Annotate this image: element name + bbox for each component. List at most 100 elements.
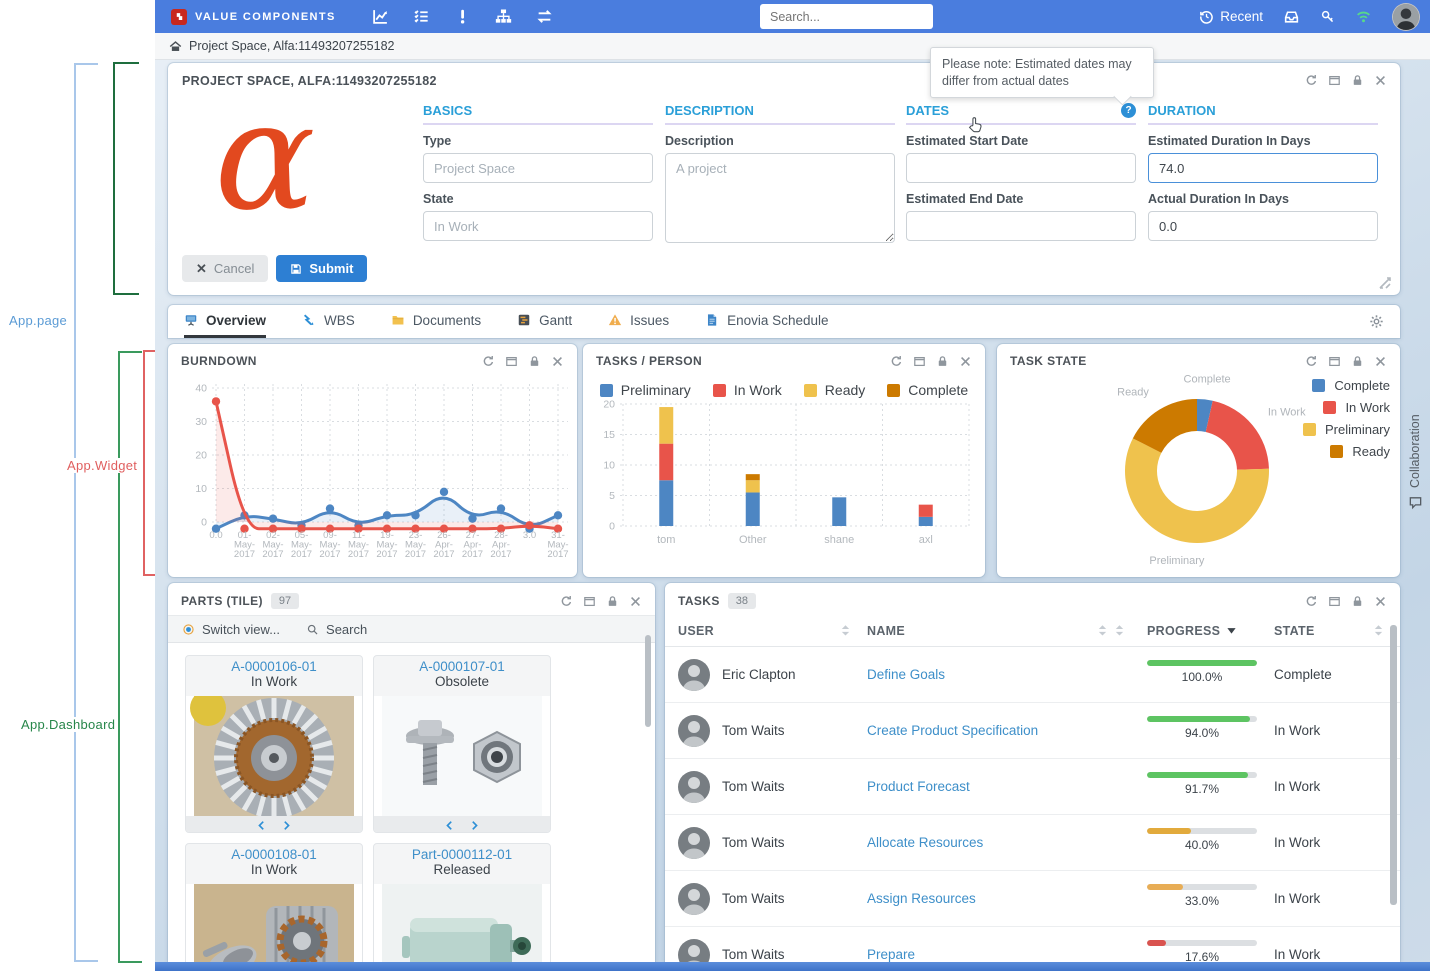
inbox-tray-icon[interactable] [1283,8,1300,25]
burndown-point[interactable] [553,524,563,533]
burndown-point[interactable] [411,524,420,533]
cancel-button[interactable]: ✕ Cancel [182,255,269,282]
close-icon[interactable] [1374,355,1387,368]
burndown-point[interactable] [439,524,449,533]
part-tile[interactable]: A-0000106-01 In Work [185,655,363,833]
lock-icon[interactable] [606,595,619,608]
next-part-icon[interactable] [469,820,480,831]
collaboration-tab[interactable]: Collaboration [1404,390,1426,510]
maximize-icon[interactable] [913,355,926,368]
sort-icon[interactable] [840,624,851,637]
tab-overview[interactable]: Overview [184,305,267,338]
est-start-field[interactable] [906,153,1136,183]
breadcrumb[interactable]: Project Space, Alfa:11493207255182 [155,33,1430,60]
refresh-icon[interactable] [1305,355,1318,368]
act-duration-field[interactable] [1148,211,1378,241]
prev-part-icon[interactable] [256,820,267,831]
task-name-link[interactable]: Prepare [867,947,916,962]
burndown-point[interactable] [297,524,306,533]
lock-icon[interactable] [1351,74,1364,87]
remaining-point[interactable] [211,524,221,533]
part-id-link[interactable]: A-0000108-01 [231,847,317,862]
refresh-icon[interactable] [1305,74,1318,87]
close-icon[interactable] [1374,74,1387,87]
tab-wbs[interactable]: WBS [302,305,355,338]
task-row[interactable]: Tom Waits Assign Resources 33.0% In Work [665,871,1400,927]
maximize-icon[interactable] [1328,595,1341,608]
donut-slice-preliminary[interactable] [1125,438,1269,543]
tab-issues[interactable]: Issues [608,305,669,338]
home-icon[interactable] [169,40,182,53]
resize-handle-icon[interactable] [1378,276,1392,290]
part-tile[interactable]: A-0000108-01 In Work [185,843,363,962]
dates-help-icon[interactable]: ? [1121,103,1136,118]
bar-segment-Preliminary[interactable] [832,497,847,526]
donut-slice-complete[interactable] [1197,399,1213,432]
legend-item[interactable]: Ready [803,382,865,398]
wifi-icon[interactable] [1355,8,1372,25]
column-header-name[interactable]: NAME [867,624,1147,638]
part-id-link[interactable]: Part-0000112-01 [411,847,513,862]
legend-item[interactable]: In Work [712,382,782,398]
remaining-point[interactable] [468,514,477,523]
sort-icon[interactable] [1114,624,1125,637]
maximize-icon[interactable] [1328,355,1341,368]
column-header-user[interactable]: USER [665,624,867,638]
maximize-icon[interactable] [583,595,596,608]
remaining-point[interactable] [268,514,278,523]
remaining-point[interactable] [411,511,420,520]
task-row[interactable]: Tom Waits Product Forecast 91.7% In Work [665,759,1400,815]
part-tile[interactable]: Part-0000112-01 Released [373,843,551,962]
bar-segment-In Work[interactable] [918,504,933,517]
task-name-link[interactable]: Product Forecast [867,779,970,794]
switch-view-button[interactable]: Switch view... [182,622,280,637]
tab-settings-gear-icon[interactable] [1369,314,1384,329]
task-name-link[interactable]: Assign Resources [867,891,976,906]
tab-documents[interactable]: Documents [391,305,481,338]
lock-icon[interactable] [936,355,949,368]
donut-slice-ready[interactable] [1132,399,1197,453]
bar-segment-Ready[interactable] [745,480,760,493]
legend-item[interactable]: In Work [1323,400,1390,415]
remaining-point[interactable] [382,511,392,520]
part-id-link[interactable]: A-0000107-01 [419,659,505,674]
type-field[interactable] [423,153,653,183]
legend-item[interactable]: Complete [1312,378,1390,393]
refresh-icon[interactable] [482,355,495,368]
refresh-icon[interactable] [560,595,573,608]
exclamation-icon[interactable] [454,8,471,25]
part-tile[interactable]: A-0000107-01 Obsolete [373,655,551,833]
key-icon[interactable] [1320,9,1335,24]
burndown-point[interactable] [496,524,506,533]
task-row[interactable]: Tom Waits Create Product Specification 94.… [665,703,1400,759]
bar-segment-Complete[interactable] [745,474,760,481]
brand[interactable]: VALUE COMPONENTS [171,8,336,25]
parts-search-button[interactable]: Search [306,622,367,637]
remaining-point[interactable] [325,504,335,513]
sort-desc-icon[interactable] [1226,624,1237,637]
donut-slice-in-work[interactable] [1205,400,1269,470]
tab-gantt[interactable]: Gantt [517,305,572,338]
parts-scrollbar[interactable] [645,635,651,727]
est-end-field[interactable] [906,211,1136,241]
lock-icon[interactable] [1351,595,1364,608]
close-icon[interactable] [959,355,972,368]
chart-line-icon[interactable] [372,8,389,25]
state-field[interactable] [423,211,653,241]
part-id-link[interactable]: A-0000106-01 [231,659,317,674]
refresh-icon[interactable] [890,355,903,368]
legend-item[interactable]: Preliminary [599,382,691,398]
next-part-icon[interactable] [281,820,292,831]
burndown-point[interactable] [382,524,392,533]
bar-segment-Preliminary[interactable] [745,492,760,526]
search-input[interactable] [768,8,933,25]
task-name-link[interactable]: Allocate Resources [867,835,984,850]
column-header-state[interactable]: STATE [1274,624,1400,638]
legend-item[interactable]: Preliminary [1302,422,1390,437]
est-duration-field[interactable] [1148,153,1378,183]
burndown-point[interactable] [211,397,221,406]
close-icon[interactable] [629,595,642,608]
sitemap-icon[interactable] [495,8,512,25]
sort-icon[interactable] [1373,624,1384,637]
task-name-link[interactable]: Define Goals [867,667,946,682]
